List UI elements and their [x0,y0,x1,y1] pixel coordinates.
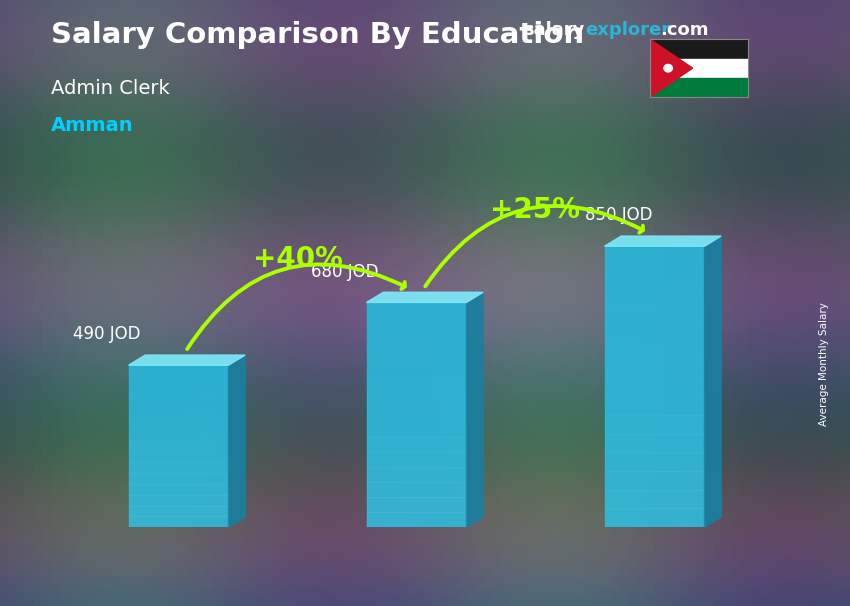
Polygon shape [467,292,483,527]
Polygon shape [650,39,693,97]
Polygon shape [229,355,245,527]
Text: .com: .com [660,21,709,39]
Polygon shape [705,236,721,527]
Bar [650,78,748,97]
Text: Admin Clerk: Admin Clerk [51,79,170,98]
Text: Salary Comparison By Education: Salary Comparison By Education [51,21,584,49]
Polygon shape [366,302,467,527]
Polygon shape [366,292,483,302]
Circle shape [664,64,672,72]
Polygon shape [604,236,721,246]
Text: Average Monthly Salary: Average Monthly Salary [819,302,829,425]
Bar [650,39,748,59]
Polygon shape [128,365,229,527]
Text: 490 JOD: 490 JOD [73,325,141,344]
Text: 680 JOD: 680 JOD [311,262,379,281]
Text: explorer: explorer [586,21,671,39]
Text: Amman: Amman [51,116,133,135]
Polygon shape [128,355,245,365]
Polygon shape [604,246,705,527]
Text: 850 JOD: 850 JOD [585,207,653,224]
Text: +40%: +40% [252,245,343,273]
Text: +25%: +25% [490,196,581,224]
Text: salary: salary [523,21,584,39]
Bar [650,59,748,78]
